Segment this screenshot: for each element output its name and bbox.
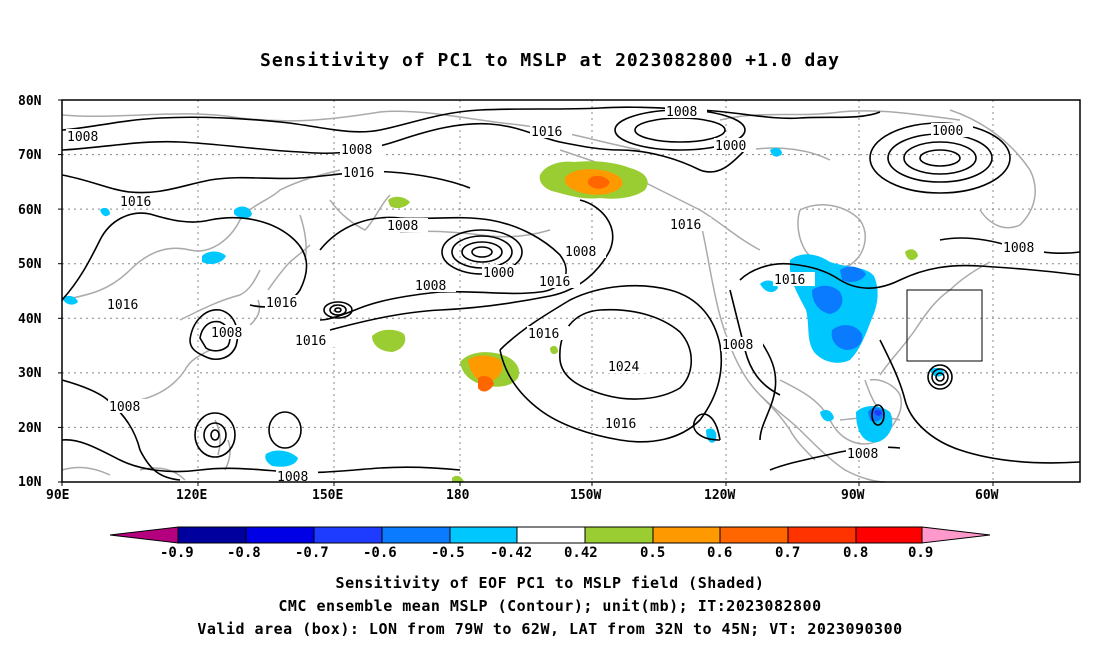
lon-tick-label: 120E <box>176 488 207 503</box>
contour-label: 1008 <box>211 326 242 341</box>
colorbar-tick-label: 0.42 <box>564 545 598 561</box>
colorbar-swatch <box>381 526 451 544</box>
colorbar-swatch <box>652 526 721 544</box>
map-panel: 1008 1008 1016 1016 1008 1000 1016 1008 … <box>58 99 1081 486</box>
contour-label: 1008 <box>1003 241 1034 256</box>
contour-label: 1000 <box>715 139 746 154</box>
colorbar-tick-label: -0.9 <box>160 545 194 561</box>
contour-label: 1008 <box>722 338 753 353</box>
colorbar-swatch <box>313 526 383 544</box>
contour-label: 1016 <box>605 417 636 432</box>
contour-label: 1016 <box>528 327 559 342</box>
lat-tick-label: 40N <box>18 312 42 327</box>
lon-tick-label: 180 <box>446 488 470 503</box>
colorbar <box>109 526 991 544</box>
contour-label: 1016 <box>107 298 138 313</box>
contour-label: 1016 <box>539 275 570 290</box>
mslp-contours <box>61 106 1081 481</box>
colorbar-tick-label: -0.8 <box>227 545 261 561</box>
contour-label: 1000 <box>932 124 963 139</box>
lat-tick-label: 70N <box>18 148 42 163</box>
lon-tick-label: 150E <box>312 488 343 503</box>
lat-tick-label: 80N <box>18 94 42 109</box>
contour-label: 1008 <box>67 130 98 145</box>
contour-label-layer: 1008 1008 1016 1016 1008 1000 1016 1008 … <box>66 104 1044 485</box>
lon-tick-label: 90W <box>841 488 865 503</box>
contour-label: 1024 <box>608 360 639 375</box>
colorbar-tick-label: 0.7 <box>775 545 800 561</box>
lat-tick-label: 30N <box>18 366 42 381</box>
contour-label: 1016 <box>295 334 326 349</box>
contour-label: 1016 <box>266 296 297 311</box>
contour-label: 1016 <box>120 195 151 210</box>
lat-tick-label: 10N <box>18 475 42 490</box>
colorbar-swatch <box>516 526 586 544</box>
colorbar-swatch <box>449 526 518 544</box>
valid-area-box <box>906 289 983 362</box>
caption-line-2: CMC ensemble mean MSLP (Contour); unit(m… <box>278 597 822 615</box>
contour-label: 1016 <box>774 273 805 288</box>
colorbar-swatch <box>245 526 315 544</box>
colorbar-swatch <box>584 526 654 544</box>
contour-label: 1008 <box>387 219 418 234</box>
contour-label: 1016 <box>343 166 374 181</box>
colorbar-tick-label: 0.8 <box>843 545 868 561</box>
colorbar-tick-label: -0.6 <box>363 545 397 561</box>
contour-label: 1000 <box>483 266 514 281</box>
contour-label: 1016 <box>670 218 701 233</box>
lon-tick-label: 60W <box>975 488 999 503</box>
contour-label: 1008 <box>341 143 372 158</box>
colorbar-tick-label: -0.5 <box>431 545 465 561</box>
colorbar-tick-label: 0.5 <box>640 545 665 561</box>
contour-label: 1008 <box>565 245 596 260</box>
plot-title: Sensitivity of PC1 to MSLP at 2023082800… <box>259 50 840 71</box>
lat-axis: 80N 70N 60N 50N 40N 30N 20N 10N <box>18 94 42 490</box>
lon-tick-label: 150W <box>570 488 601 503</box>
colorbar-swatch <box>855 526 923 544</box>
colorbar-swatch <box>177 526 247 544</box>
contour-label: 1008 <box>415 279 446 294</box>
caption-line-3: Valid area (box): LON from 79W to 62W, L… <box>197 620 903 638</box>
contour-label: 1016 <box>531 125 562 140</box>
contour-label: 1008 <box>847 447 878 462</box>
colorbar-ticks: -0.9 -0.8 -0.7 -0.6 -0.5 -0.42 0.42 0.5 … <box>160 545 933 561</box>
colorbar-tick-label: 0.9 <box>908 545 933 561</box>
colorbar-swatch <box>921 526 991 544</box>
caption-line-1: Sensitivity of EOF PC1 to MSLP field (Sh… <box>335 574 765 592</box>
lat-tick-label: 20N <box>18 421 42 436</box>
contour-label: 1008 <box>666 105 697 120</box>
colorbar-swatch <box>787 526 857 544</box>
contour-label: 1008 <box>109 400 140 415</box>
lon-tick-label: 120W <box>704 488 735 503</box>
colorbar-tick-label: -0.42 <box>490 545 532 561</box>
lon-tick-label: 90E <box>46 488 69 503</box>
lon-axis: 90E 120E 150E 180 150W 120W 90W 60W <box>46 488 999 503</box>
colorbar-swatch <box>109 526 179 544</box>
lat-tick-label: 60N <box>18 203 42 218</box>
colorbar-tick-label: 0.6 <box>707 545 732 561</box>
lat-tick-label: 50N <box>18 257 42 272</box>
colorbar-tick-label: -0.7 <box>295 545 329 561</box>
colorbar-swatch <box>719 526 789 544</box>
